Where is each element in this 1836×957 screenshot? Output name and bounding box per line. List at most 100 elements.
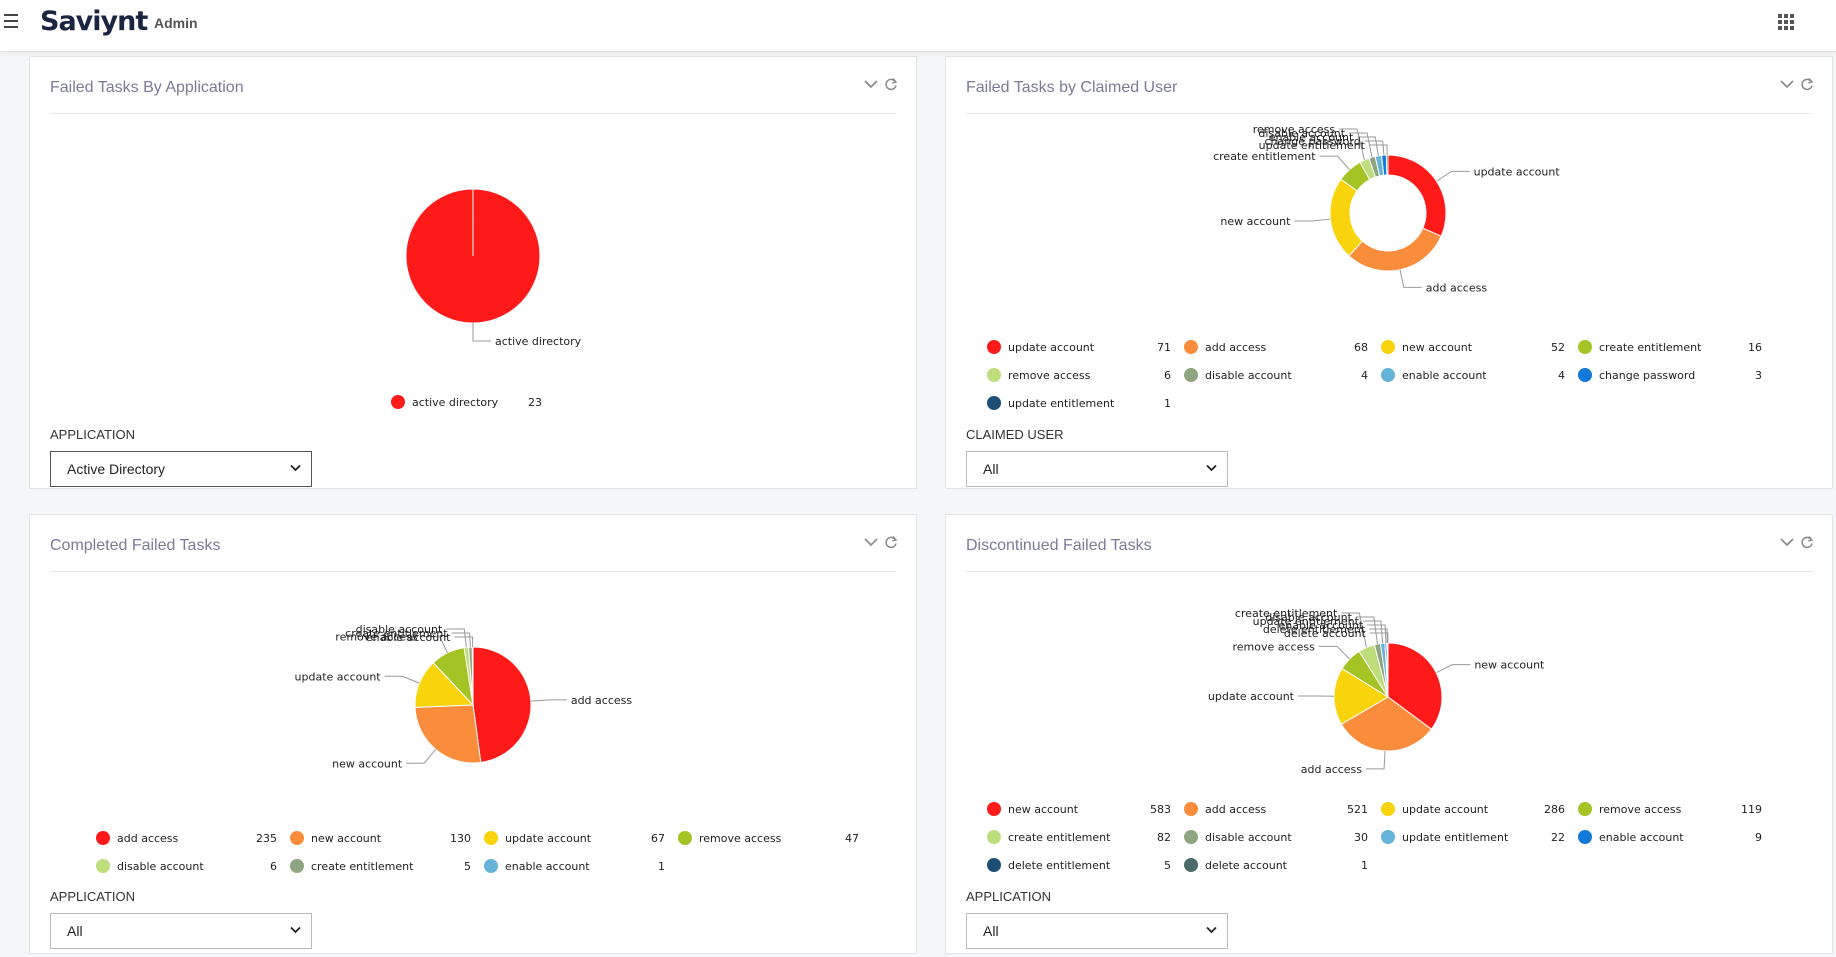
leader-line-enable-account — [1367, 624, 1387, 644]
legend-value-remove-access: 47 — [845, 832, 859, 845]
legend-swatch-remove-access — [678, 831, 692, 845]
legend-swatch-update-account — [987, 340, 1001, 354]
legend-value-create-entitlement: 5 — [464, 860, 471, 873]
panel-failed-tasks-by-claimed-user: Failed Tasks by Claimed User update acco… — [945, 56, 1833, 489]
hamburger-menu-icon[interactable] — [4, 14, 20, 28]
legend-label-remove-access: remove access — [699, 832, 782, 845]
legend-value-update-account: 67 — [651, 832, 665, 845]
slice-update-account — [1333, 667, 1389, 725]
refresh-icon[interactable] — [1800, 77, 1814, 91]
slice-label-remove-access: remove access — [1233, 640, 1316, 653]
slice-label-add-access: add access — [1301, 763, 1363, 776]
slice-add-access — [1348, 227, 1442, 272]
saviynt-logo[interactable]: Saviynt — [40, 6, 148, 37]
chevron-down-icon — [1206, 464, 1217, 472]
slice-label-add-access: add access — [571, 694, 633, 707]
legend-swatch-update-entitlement — [987, 396, 1001, 410]
legend-swatch-delete-account — [1184, 858, 1198, 872]
application-select[interactable]: Active Directory — [50, 451, 312, 487]
leader-line-create-entitlement — [451, 632, 471, 648]
panel-completed-failed-tasks: Completed Failed Tasks add access new acc… — [29, 514, 917, 954]
legend-swatch-new-account — [1381, 340, 1395, 354]
filter-label: APPLICATION — [50, 427, 136, 442]
leader-line-create-entitlement — [1319, 155, 1350, 170]
chevron-down-icon — [290, 464, 301, 472]
legend-value-update-account: 286 — [1544, 803, 1565, 816]
collapse-chevron-icon[interactable] — [864, 537, 878, 547]
legend-label-remove-access: remove access — [1008, 369, 1091, 382]
slice-label-create-entitlement: create entitlement — [1213, 150, 1316, 163]
slice-label-remove-access: remove access — [335, 631, 418, 644]
collapse-chevron-icon[interactable] — [1780, 537, 1794, 547]
slice-label-create-entitlement: create entitlement — [1235, 607, 1338, 620]
legend-label-new-account: new account — [1008, 803, 1079, 816]
legend-value-enable-account: 4 — [1558, 369, 1565, 382]
legend-label-update-entitlement: update entitlement — [1402, 831, 1509, 844]
leader-line-disable-account — [446, 628, 467, 648]
legend-swatch-enable-account — [1381, 368, 1395, 382]
slice-label-create-entitlement: create entitlement — [345, 627, 448, 640]
legend-value-new-account: 52 — [1551, 341, 1565, 354]
legend-swatch-active-directory — [391, 395, 405, 409]
application-select[interactable]: All — [966, 913, 1228, 949]
legend-swatch-disable-account — [96, 859, 110, 873]
leader-line-new-account — [1436, 664, 1471, 674]
refresh-icon[interactable] — [884, 535, 898, 549]
pie-chart: new account add access update account remov… — [987, 607, 1762, 872]
legend-label-disable-account: disable account — [117, 860, 204, 873]
select-value: Active Directory — [67, 461, 166, 477]
refresh-icon[interactable] — [1800, 535, 1814, 549]
legend-swatch-enable-account — [1578, 830, 1592, 844]
panel-title: Failed Tasks By Application — [50, 79, 244, 96]
title-divider — [50, 571, 896, 572]
collapse-chevron-icon[interactable] — [864, 79, 878, 89]
legend-label-enable-account: enable account — [1402, 369, 1487, 382]
legend-label-update-account: update account — [1402, 803, 1489, 816]
panel-title: Completed Failed Tasks — [50, 537, 221, 554]
top-bar: Saviynt Admin — [0, 0, 1836, 52]
slice-label-enable-account: enable account — [366, 631, 451, 644]
legend-label-add-access: add access — [1205, 341, 1267, 354]
select-value: All — [67, 923, 83, 939]
app-grid-icon[interactable] — [1778, 14, 1794, 30]
legend-value-create-entitlement: 16 — [1748, 341, 1762, 354]
legend-value-new-account: 583 — [1150, 803, 1171, 816]
claimed-user-select[interactable]: All — [966, 451, 1228, 487]
slice-update-entitlement — [1385, 154, 1389, 176]
title-divider — [966, 571, 1812, 572]
refresh-icon[interactable] — [884, 77, 898, 91]
legend-swatch-add-access — [1184, 802, 1198, 816]
legend-value-disable-account: 30 — [1354, 831, 1368, 844]
slice-label-update-account: update account — [295, 670, 382, 683]
leader-line-create-entitlement — [1341, 612, 1368, 648]
application-select[interactable]: All — [50, 913, 312, 949]
legend-swatch-new-account — [987, 802, 1001, 816]
section-title: Admin — [154, 15, 198, 31]
pie-chart: active directory active directory 23 — [391, 188, 582, 409]
slice-label-update-account: update account — [1208, 690, 1295, 703]
collapse-chevron-icon[interactable] — [1780, 79, 1794, 89]
chevron-down-icon — [290, 926, 301, 934]
legend-value-update-account: 71 — [1157, 341, 1171, 354]
slice-label-delete-entitlement: delete entitlement — [1263, 623, 1366, 636]
leader-line-disable-account — [1355, 616, 1378, 645]
legend-label-create-entitlement: create entitlement — [311, 860, 414, 873]
leader-line-add-access — [1399, 269, 1422, 288]
legend-value-update-entitlement: 22 — [1551, 831, 1565, 844]
legend-label-enable-account: enable account — [505, 860, 590, 873]
legend-value-delete-entitlement: 5 — [1164, 859, 1171, 872]
legend-swatch-update-account — [1381, 802, 1395, 816]
slice-label-enable-account: enable account — [1279, 619, 1364, 632]
legend-label-add-access: add access — [1205, 803, 1267, 816]
legend-value-disable-account: 6 — [270, 860, 277, 873]
slice-label-new-account: new account — [332, 757, 403, 770]
leader-line-delete-account — [1369, 632, 1389, 644]
select-value: All — [983, 461, 999, 477]
leader-line-add-access — [530, 699, 567, 702]
chevron-down-icon — [1206, 926, 1217, 934]
legend-label-disable-account: disable account — [1205, 831, 1292, 844]
slice-update-account — [1387, 154, 1447, 237]
legend-value-create-entitlement: 82 — [1157, 831, 1171, 844]
legend-value-add-access: 235 — [256, 832, 277, 845]
legend-value-enable-account: 1 — [658, 860, 665, 873]
